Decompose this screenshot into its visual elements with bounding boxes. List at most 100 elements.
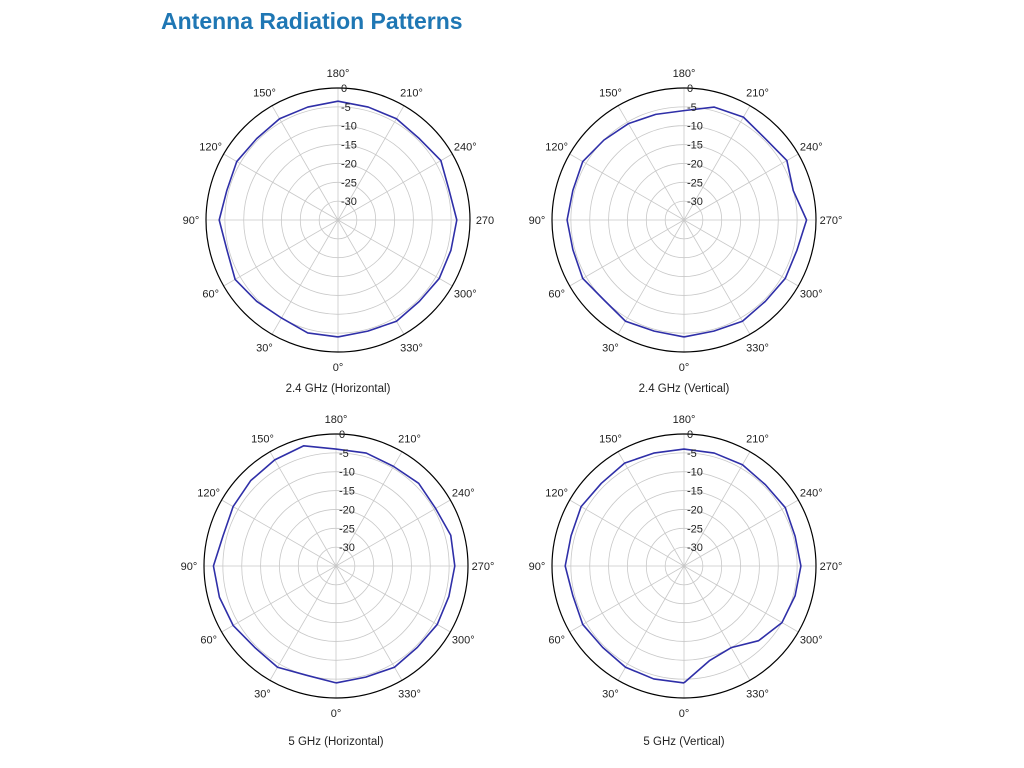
radial-tick-label: -30 [341, 196, 357, 208]
grid-ring [299, 181, 377, 259]
angle-tick-label: 210° [746, 434, 769, 446]
grid-spoke [271, 219, 339, 335]
radial-tick-label: -25 [687, 523, 703, 535]
radial-tick-label: -10 [687, 121, 703, 133]
grid-ring [664, 200, 704, 240]
radial-tick-label: 0 [687, 83, 693, 95]
grid-spoke [337, 105, 405, 221]
radial-tick-label: -15 [339, 486, 355, 498]
angle-tick-label: 60° [548, 635, 565, 647]
grid-spoke [223, 153, 339, 221]
polar-plot-svg: 0 -5 -10 -15 -20 -25 -30 180° 210° 240° 270° 300° 33… [529, 68, 843, 374]
angle-tick-label: 30° [256, 342, 273, 354]
angle-tick-label: 270° [472, 561, 495, 573]
grid-spoke [569, 153, 685, 221]
radial-tick-label: -15 [687, 140, 703, 152]
radial-tick-label: -15 [687, 486, 703, 498]
radiation-trace [564, 448, 802, 684]
grid-ring [281, 163, 395, 277]
grid-spoke [683, 451, 751, 567]
grid-spoke [337, 219, 405, 335]
grid-ring [608, 144, 760, 296]
radial-tick-label: -10 [687, 467, 703, 479]
grid-ring [589, 471, 779, 661]
radial-tick-label: -5 [687, 102, 697, 114]
grid [204, 434, 468, 698]
grid-spoke [335, 499, 451, 567]
angle-tick-label: 30° [602, 342, 619, 354]
angle-tick-label: 240° [452, 488, 475, 500]
angle-tick-label: 330° [746, 342, 769, 354]
grid-spoke [335, 565, 451, 633]
radial-tick-label: -30 [687, 542, 703, 554]
grid-spoke [683, 499, 799, 567]
angle-tick-label: 120° [545, 488, 568, 500]
outer-ring [203, 433, 469, 699]
chart-caption: 2.4 GHz (Vertical) [638, 383, 730, 395]
grid-spoke [683, 105, 751, 221]
polar-plot-svg: 0 -5 -10 -15 -20 -25 -30 180° 210° 240° 270° 300° 33… [529, 414, 843, 720]
angle-tick-label: 0° [333, 362, 344, 374]
outer-ring [205, 87, 471, 353]
radial-tick-label: -25 [687, 177, 703, 189]
angle-tick-label: 60° [548, 289, 565, 301]
grid-ring [224, 106, 452, 334]
angle-tick-label: 240° [800, 488, 823, 500]
grid-ring [570, 106, 798, 334]
outer-ring [551, 433, 817, 699]
radial-tick-label: -5 [339, 448, 349, 460]
angle-tick-label: 90° [183, 215, 200, 227]
grid-spoke [617, 451, 685, 567]
angle-tick-label: 150° [251, 434, 274, 446]
grid-ring [279, 509, 393, 623]
angle-tick-label: 210° [746, 88, 769, 100]
grid-spoke [271, 105, 339, 221]
angle-tick-label: 330° [398, 688, 421, 700]
angle-tick-label: 90° [529, 561, 546, 573]
angle-tick-label: 120° [545, 142, 568, 154]
grid-spoke [617, 565, 685, 681]
grid-spoke [683, 565, 799, 633]
grid-ring [627, 509, 741, 623]
radial-tick-label: -5 [687, 448, 697, 460]
polar-chart-5ghz-vertical: 0 -5 -10 -15 -20 -25 -30 180° 210° 240° 270° 300° 33… [514, 396, 854, 736]
angle-tick-label: 240° [800, 142, 823, 154]
angle-tick-label: 300° [452, 635, 475, 647]
chart-caption: 5 GHz (Horizontal) [288, 736, 384, 748]
grid-spoke [337, 153, 453, 221]
grid-spoke [683, 565, 751, 681]
page-title: Antenna Radiation Patterns [161, 8, 463, 34]
radial-tick-label: -30 [687, 196, 703, 208]
grid-spoke [569, 219, 685, 287]
radial-tick-label: -20 [341, 158, 357, 170]
angle-tick-label: 300° [800, 635, 823, 647]
angle-tick-label: 150° [599, 88, 622, 100]
grid-spoke [617, 105, 685, 221]
grid-spoke [617, 219, 685, 335]
polar-chart-24ghz-vertical: 0 -5 -10 -15 -20 -25 -30 180° 210° 240° 270° 300° 33… [514, 50, 854, 390]
angle-tick-label: 210° [398, 434, 421, 446]
angle-tick-label: 270° [820, 561, 843, 573]
chart-caption: 2.4 GHz (Horizontal) [285, 383, 391, 395]
radial-tick-label: 0 [687, 429, 693, 441]
angle-tick-label: 120° [197, 488, 220, 500]
grid-ring [262, 144, 414, 296]
grid-spoke [683, 219, 751, 335]
angle-tick-label: 270° [820, 215, 843, 227]
angle-tick-label: 330° [400, 342, 423, 354]
radiation-trace [212, 444, 456, 684]
angle-tick-label: 300° [454, 289, 477, 301]
angle-tick-label: 30° [602, 688, 619, 700]
grid-ring [645, 527, 723, 605]
grid-spoke [335, 451, 403, 567]
radial-tick-label: -30 [339, 542, 355, 554]
angle-tick-label: 0° [331, 708, 342, 720]
angle-tick-label: 30° [254, 688, 271, 700]
grid-ring [664, 546, 704, 586]
radial-tick-label: -25 [339, 523, 355, 535]
grid-ring [645, 181, 723, 259]
angle-tick-label: 120° [199, 142, 222, 154]
angle-tick-label: 0° [679, 362, 690, 374]
grid-spoke [269, 451, 337, 567]
grid-spoke [337, 219, 453, 287]
